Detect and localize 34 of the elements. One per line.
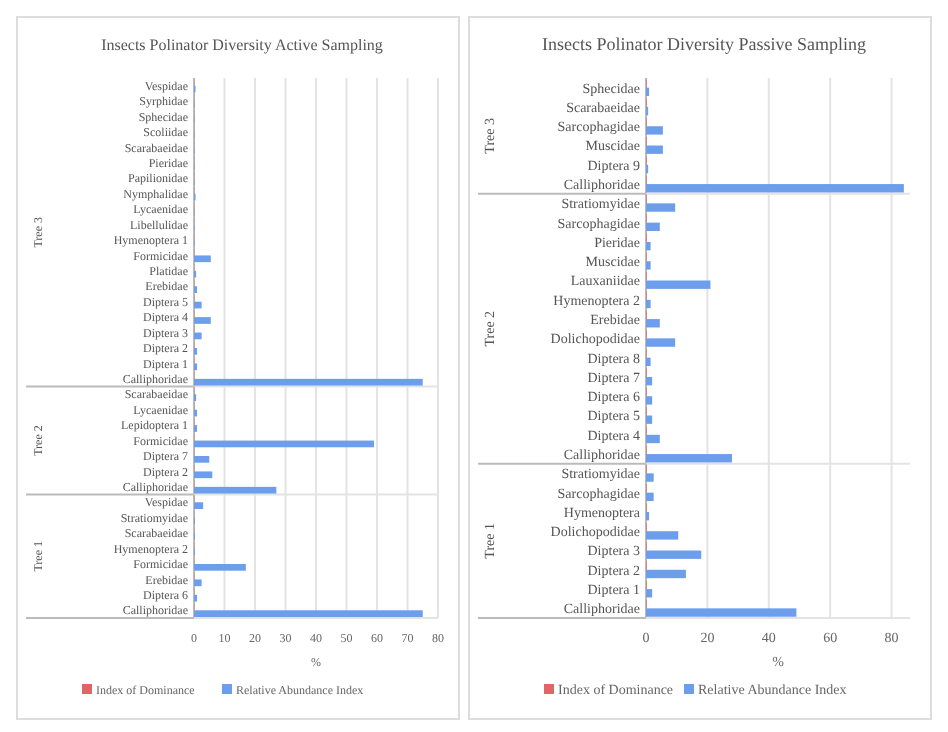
- bar: [194, 378, 423, 386]
- bar: [646, 492, 654, 502]
- chart-title: Insects Polinator Diversity Active Sampling: [101, 36, 383, 54]
- bar: [194, 486, 277, 494]
- bar: [646, 589, 653, 598]
- bar: [194, 317, 211, 324]
- bar: [646, 338, 676, 347]
- bar: [646, 550, 702, 559]
- bar: [646, 473, 654, 482]
- bar: [646, 203, 676, 212]
- bar: [194, 301, 202, 309]
- bar: [194, 610, 423, 617]
- bar: [646, 222, 660, 232]
- bar: [646, 376, 653, 386]
- bar: [646, 531, 679, 540]
- bar: [646, 608, 797, 617]
- bar: [194, 456, 210, 463]
- bar: [646, 415, 653, 424]
- bar: [194, 579, 202, 587]
- chart-title: Insects Polinator Diversity Passive Sampling: [542, 34, 868, 54]
- bar: [646, 184, 905, 193]
- bar: [194, 255, 211, 263]
- bar: [646, 569, 687, 579]
- bar: [646, 126, 664, 135]
- bar: [646, 454, 733, 463]
- bar: [646, 396, 653, 405]
- bar: [646, 145, 664, 154]
- bar: [194, 564, 246, 571]
- bar: [194, 332, 202, 340]
- bar: [646, 319, 660, 328]
- bar: [646, 434, 660, 444]
- bar: [194, 502, 204, 509]
- bar: [194, 471, 213, 479]
- bar: [646, 280, 711, 289]
